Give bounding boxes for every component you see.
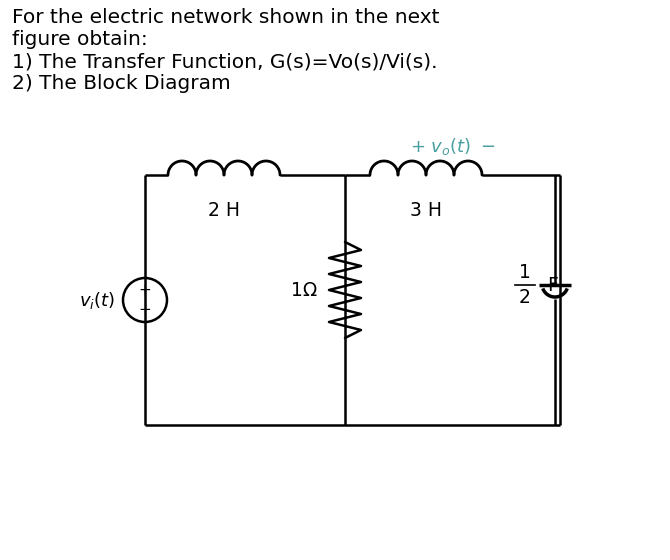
Text: 3 H: 3 H [410,201,442,220]
Text: For the electric network shown in the next: For the electric network shown in the ne… [12,8,440,27]
Text: −: − [139,302,151,318]
Text: 2: 2 [519,288,531,307]
Text: $+ \ v_o(t) \ -$: $+ \ v_o(t) \ -$ [410,136,495,157]
Text: $v_i(t)$: $v_i(t)$ [79,290,115,310]
Text: 2 H: 2 H [208,201,240,220]
Text: 2) The Block Diagram: 2) The Block Diagram [12,74,230,93]
Text: 1) The Transfer Function, G(s)=Vo(s)/Vi(s).: 1) The Transfer Function, G(s)=Vo(s)/Vi(… [12,52,438,71]
Text: F: F [547,276,558,295]
Text: figure obtain:: figure obtain: [12,30,148,49]
Text: 1Ω: 1Ω [291,281,317,300]
Text: 1: 1 [519,263,531,282]
Text: +: + [139,283,151,297]
